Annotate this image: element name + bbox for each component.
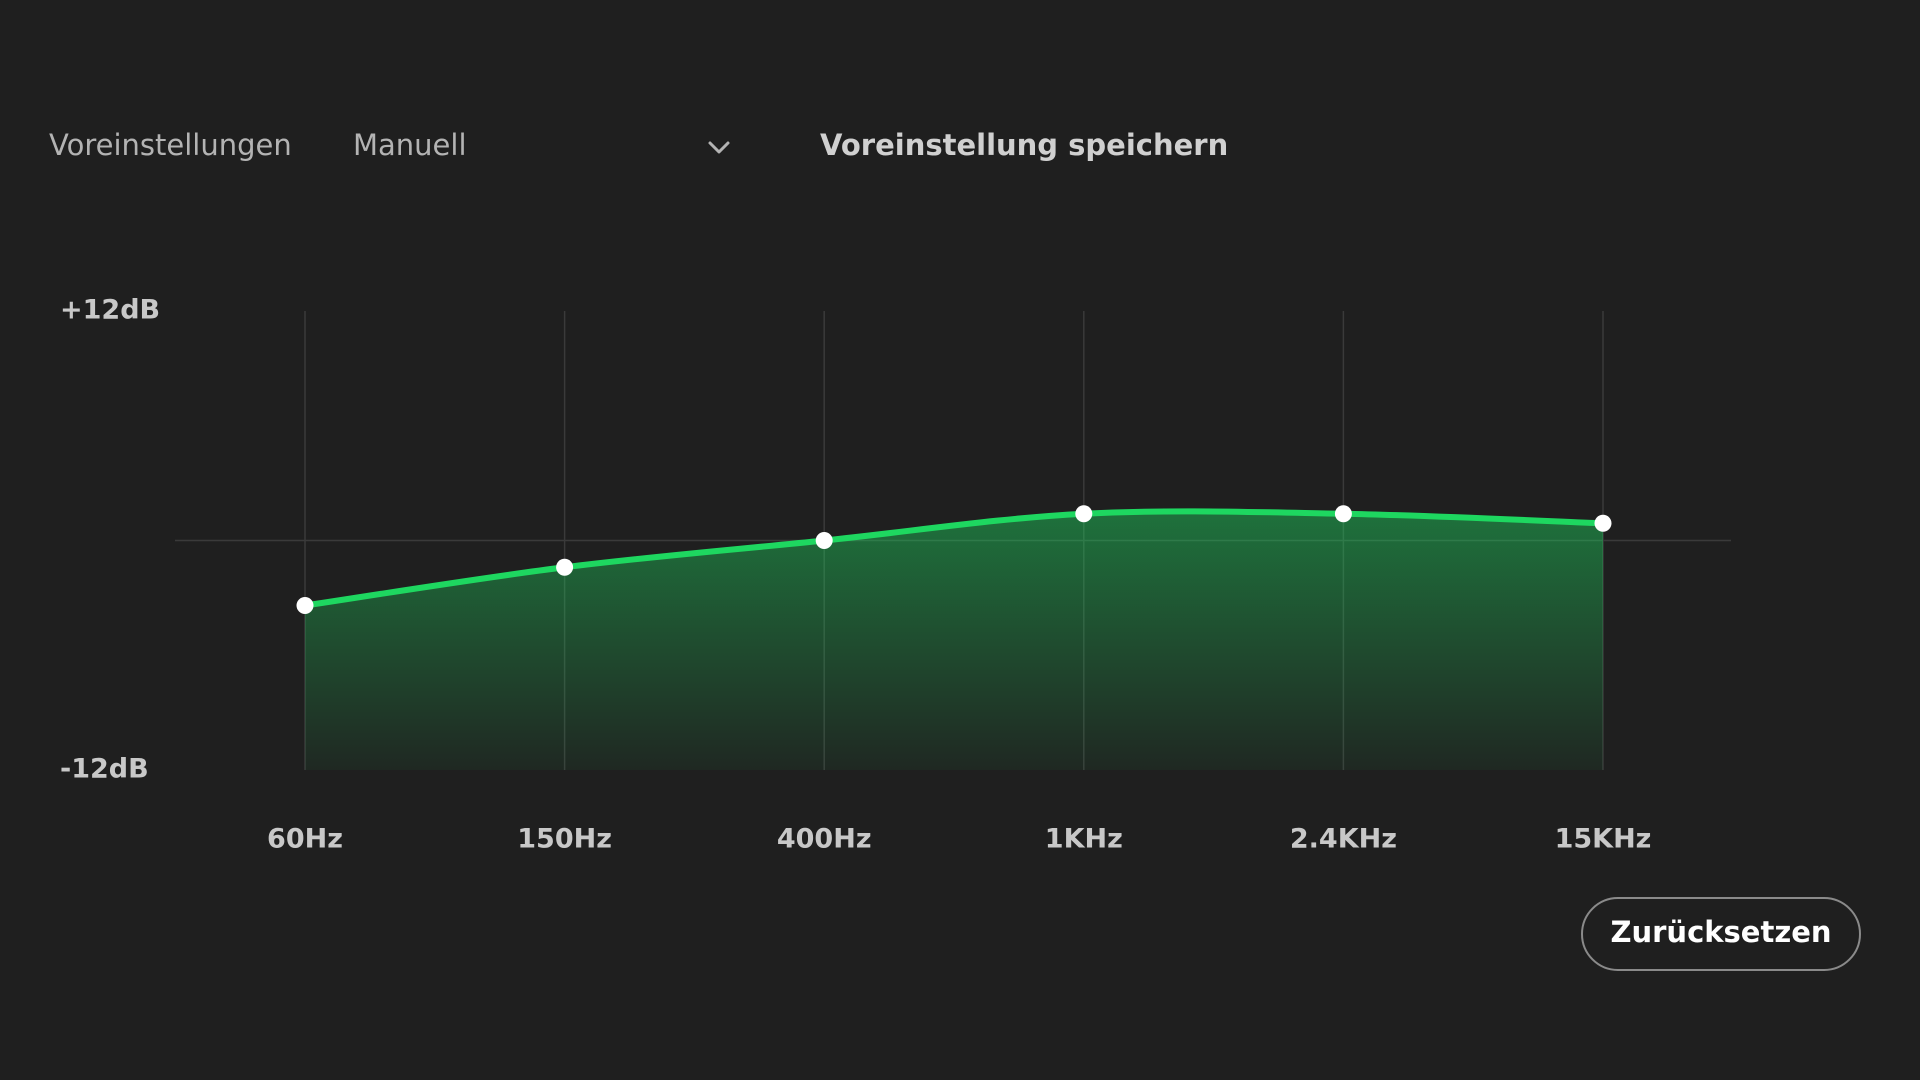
chevron-icon bbox=[708, 141, 730, 154]
eq-handle[interactable] bbox=[1334, 505, 1352, 523]
eq-handle[interactable] bbox=[815, 532, 833, 549]
reset-button[interactable]: Zurücksetzen bbox=[1581, 897, 1861, 971]
eq-handle[interactable] bbox=[556, 558, 574, 576]
button-border bbox=[1581, 897, 1861, 971]
y-tick-label: -12dB bbox=[60, 754, 149, 785]
preset-dropdown[interactable]: Manuell bbox=[353, 128, 730, 162]
save-preset-button[interactable]: Voreinstellung speichern bbox=[820, 128, 1228, 162]
eq-handle[interactable] bbox=[1075, 505, 1093, 523]
button-label: Zurücksetzen bbox=[1610, 915, 1831, 949]
x-tick-label: 1KHz bbox=[1045, 824, 1123, 855]
eq-area bbox=[305, 511, 1603, 770]
x-tick-label: 15KHz bbox=[1555, 824, 1652, 855]
x-tick-label: 2.4KHz bbox=[1290, 824, 1397, 855]
eq-handle[interactable] bbox=[1594, 514, 1612, 532]
x-tick-label: 60Hz bbox=[267, 824, 343, 855]
x-tick-label: 400Hz bbox=[777, 824, 872, 855]
preset-value: Manuell bbox=[353, 128, 467, 162]
x-tick-label: 150Hz bbox=[517, 824, 612, 855]
presets-label: Voreinstellungen bbox=[49, 128, 292, 162]
eq-curve bbox=[302, 508, 1606, 609]
y-tick-label: +12dB bbox=[60, 295, 160, 326]
eq-handle[interactable] bbox=[296, 597, 314, 615]
